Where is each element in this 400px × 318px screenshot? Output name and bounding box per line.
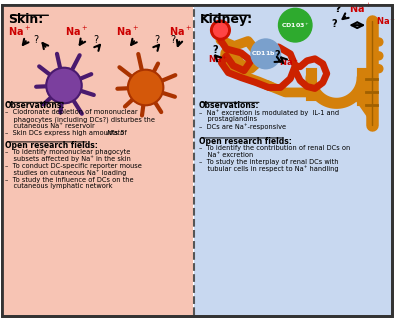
Text: ?: ?: [335, 4, 341, 14]
Text: Observations:: Observations:: [5, 101, 66, 110]
FancyBboxPatch shape: [2, 5, 392, 316]
Text: Kidney:: Kidney:: [200, 13, 253, 26]
Text: Na$^+$: Na$^+$: [116, 25, 140, 38]
Text: prostaglandins: prostaglandins: [199, 116, 257, 122]
Text: Na$^+$: Na$^+$: [65, 25, 88, 38]
Circle shape: [211, 20, 230, 40]
Text: –  DCs are Na⁺-responsive: – DCs are Na⁺-responsive: [199, 123, 286, 130]
Text: –  Na⁺ excretion is modulated by  IL-1 and: – Na⁺ excretion is modulated by IL-1 and: [199, 109, 339, 116]
Text: phagocytes (including DCs?) disturbes the: phagocytes (including DCs?) disturbes th…: [5, 116, 155, 123]
Text: subsets affected by Na⁺ in the skin: subsets affected by Na⁺ in the skin: [5, 156, 131, 162]
Circle shape: [128, 70, 163, 105]
Text: –  To identify mononuclear phagocyte: – To identify mononuclear phagocyte: [5, 149, 130, 155]
Text: –  Skin DCs express high amounts of: – Skin DCs express high amounts of: [5, 130, 129, 136]
Text: cutaneous Na⁺ reservoir: cutaneous Na⁺ reservoir: [5, 123, 95, 129]
Text: Na$^+$: Na$^+$: [278, 56, 299, 68]
Circle shape: [375, 38, 383, 46]
Text: Na$^+$: Na$^+$: [376, 16, 396, 27]
Text: ?: ?: [170, 35, 175, 45]
Text: Observations:: Observations:: [199, 101, 259, 110]
Text: tubular cells in respect to Na⁺ handling: tubular cells in respect to Na⁺ handling: [199, 166, 338, 172]
Text: CD11b$^+$: CD11b$^+$: [251, 49, 280, 58]
Text: ?: ?: [154, 35, 160, 45]
Text: –  Clodronate depletion of mononuclear: – Clodronate depletion of mononuclear: [5, 109, 138, 115]
Circle shape: [278, 8, 312, 42]
Circle shape: [375, 65, 383, 73]
FancyBboxPatch shape: [3, 6, 193, 315]
Text: Na$^+$: Na$^+$: [168, 25, 192, 38]
Text: Na⁺ excretion: Na⁺ excretion: [199, 152, 253, 158]
Text: Open research fields:: Open research fields:: [5, 141, 98, 150]
FancyBboxPatch shape: [194, 6, 391, 315]
Text: ?: ?: [34, 35, 38, 45]
Text: ?: ?: [332, 19, 337, 29]
Text: –  To study the interplay of renal DCs with: – To study the interplay of renal DCs wi…: [199, 159, 338, 165]
Text: cutaneous lymphatic network: cutaneous lymphatic network: [5, 183, 112, 190]
Text: ?: ?: [212, 45, 218, 55]
Text: –  To identify the contribution of renal DCs on: – To identify the contribution of renal …: [199, 145, 350, 151]
Circle shape: [251, 39, 280, 69]
Circle shape: [375, 52, 383, 60]
Text: Nfat5: Nfat5: [107, 130, 125, 136]
Text: Na$^+$: Na$^+$: [8, 25, 31, 38]
Circle shape: [214, 23, 227, 37]
Text: CD103$^+$: CD103$^+$: [281, 21, 310, 30]
Text: Skin:: Skin:: [8, 13, 43, 26]
Text: Open research fields:: Open research fields:: [199, 137, 292, 146]
Text: ?: ?: [94, 35, 99, 45]
Text: –  To conduct DC-specific reporter mouse: – To conduct DC-specific reporter mouse: [5, 163, 142, 169]
Text: studies on cutaneous Na⁺ loading: studies on cutaneous Na⁺ loading: [5, 169, 126, 176]
Text: Na$^+$: Na$^+$: [349, 2, 372, 15]
Text: –  To study the influence of DCs on the: – To study the influence of DCs on the: [5, 176, 134, 183]
Text: Na$^+$: Na$^+$: [208, 53, 228, 65]
Circle shape: [46, 68, 82, 103]
Text: ?: ?: [274, 50, 280, 60]
